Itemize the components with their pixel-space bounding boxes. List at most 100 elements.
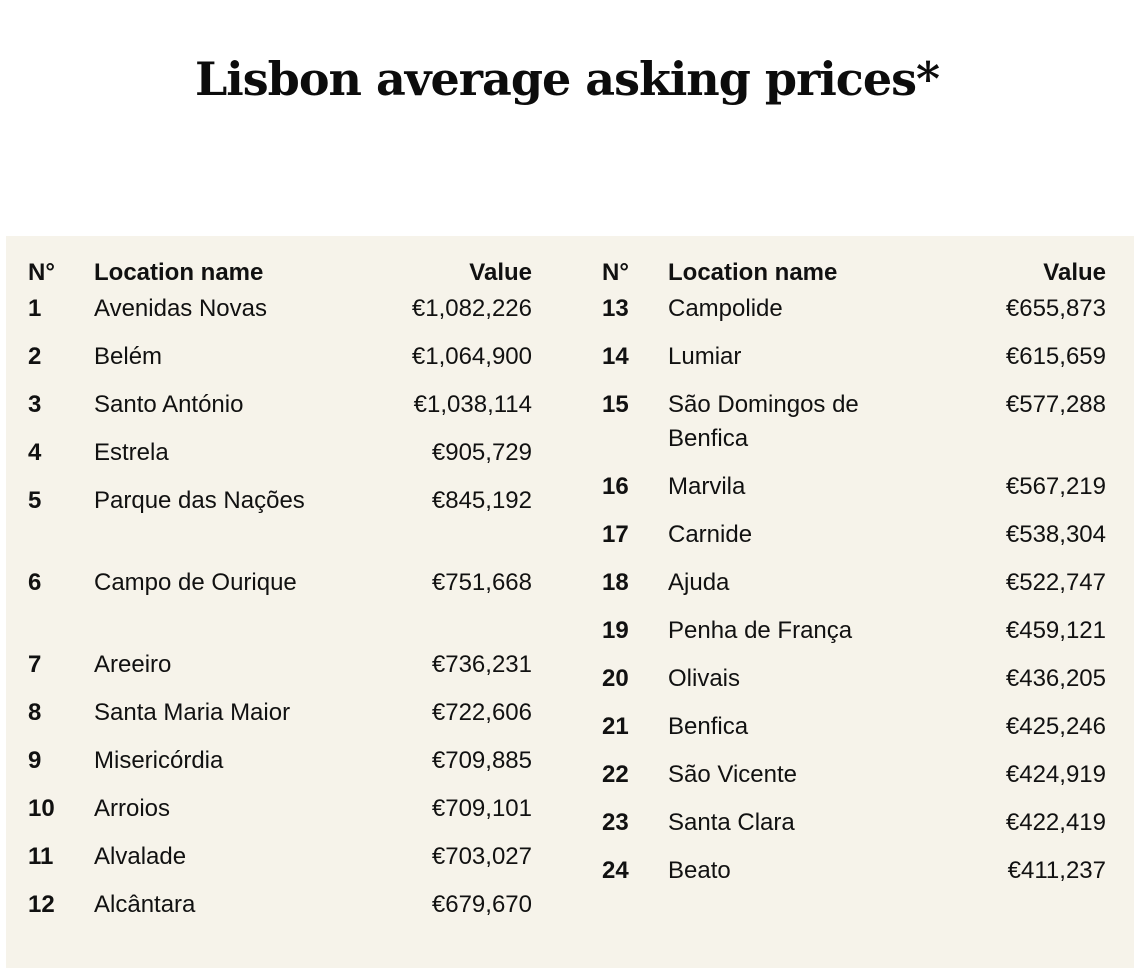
row-location: Santa Maria Maior: [94, 699, 291, 726]
table-row: 12 Alcântara €679,670: [28, 888, 548, 936]
row-value: €709,885: [431, 747, 532, 774]
row-value: €1,038,114: [413, 391, 532, 418]
row-location: Parque das Nações: [94, 487, 305, 514]
table-row: 18 Ajuda €522,747: [602, 566, 1122, 614]
table-row: 24 Beato €411,237: [602, 854, 1122, 902]
row-value: €709,101: [431, 795, 532, 822]
row-location: Beato: [668, 857, 731, 884]
row-location: Santa Clara: [668, 809, 795, 836]
row-number: 5: [28, 487, 42, 514]
row-value: €425,246: [1005, 713, 1106, 740]
row-value: €845,192: [431, 487, 532, 514]
row-value: €905,729: [431, 439, 532, 466]
row-number: 14: [602, 343, 629, 370]
row-value: €736,231: [431, 651, 532, 678]
row-location: Santo António: [94, 391, 244, 418]
row-location: Campo de Ourique: [94, 569, 297, 596]
header-number: N°: [28, 259, 55, 286]
table-row: 5 Parque das Nações €845,192: [28, 484, 548, 566]
table-row: 13 Campolide €655,873: [602, 292, 1122, 340]
row-number: 17: [602, 521, 629, 548]
table-column-right: N° Location name Value 13 Campolide €655,8…: [602, 256, 1122, 902]
row-number: 13: [602, 295, 629, 322]
row-value: €411,237: [1007, 857, 1106, 884]
row-location: Belém: [94, 343, 163, 370]
table-row: 3 Santo António €1,038,114: [28, 388, 548, 436]
table-header: N° Location name Value: [28, 256, 548, 292]
table-row: 22 São Vicente €424,919: [602, 758, 1122, 806]
row-location: Benfica: [668, 713, 749, 740]
price-table-panel: N° Location name Value 1 Avenidas Novas €1…: [6, 236, 1134, 968]
row-location: Arroios: [94, 795, 171, 822]
row-number: 11: [28, 843, 54, 870]
table-column-left: N° Location name Value 1 Avenidas Novas €1…: [28, 256, 548, 936]
row-number: 2: [28, 343, 42, 370]
row-value: €679,670: [431, 891, 532, 918]
row-location: Areeiro: [94, 651, 172, 678]
row-location: Avenidas Novas: [94, 295, 267, 322]
row-value: €577,288: [1005, 391, 1106, 418]
row-value: €1,082,226: [411, 295, 532, 322]
row-location: Campolide: [668, 295, 783, 322]
row-number: 1: [28, 295, 42, 322]
row-number: 21: [602, 713, 629, 740]
header-value: Value: [469, 259, 532, 286]
table-row: 16 Marvila €567,219: [602, 470, 1122, 518]
row-value: €436,205: [1005, 665, 1106, 692]
row-value: €703,027: [431, 843, 532, 870]
row-location: Alvalade: [94, 843, 187, 870]
row-number: 18: [602, 569, 629, 596]
row-number: 22: [602, 761, 629, 788]
row-value: €567,219: [1005, 473, 1106, 500]
row-number: 19: [602, 617, 629, 644]
row-number: 23: [602, 809, 629, 836]
header-number: N°: [602, 259, 629, 286]
table-row: 4 Estrela €905,729: [28, 436, 548, 484]
row-number: 8: [28, 699, 42, 726]
table-row: 8 Santa Maria Maior €722,606: [28, 696, 548, 744]
header-value: Value: [1043, 259, 1106, 286]
table-row: 6 Campo de Ourique €751,668: [28, 566, 548, 648]
row-number: 10: [28, 795, 55, 822]
page-title: Lisbon average asking prices*: [194, 52, 940, 106]
table-header: N° Location name Value: [602, 256, 1122, 292]
row-location: São Domingos de Benfica: [668, 391, 859, 452]
row-value: €424,919: [1005, 761, 1106, 788]
header-location: Location name: [668, 259, 838, 286]
row-number: 24: [602, 857, 629, 884]
row-value: €522,747: [1005, 569, 1106, 596]
row-number: 12: [28, 891, 55, 918]
table-row: 17 Carnide €538,304: [602, 518, 1122, 566]
table-row: 14 Lumiar €615,659: [602, 340, 1122, 388]
row-value: €459,121: [1005, 617, 1106, 644]
row-location: Alcântara: [94, 891, 196, 918]
row-location: Olivais: [668, 665, 741, 692]
row-number: 7: [28, 651, 42, 678]
table-row: 1 Avenidas Novas €1,082,226: [28, 292, 548, 340]
row-value: €751,668: [431, 569, 532, 596]
row-number: 6: [28, 569, 42, 596]
row-location: Ajuda: [668, 569, 730, 596]
row-value: €722,606: [431, 699, 532, 726]
row-value: €538,304: [1005, 521, 1106, 548]
row-location: Carnide: [668, 521, 753, 548]
row-number: 4: [28, 439, 42, 466]
header-location: Location name: [94, 259, 264, 286]
table-row: 15 São Domingos de Benfica €577,288: [602, 388, 1122, 470]
row-location: Misericórdia: [94, 747, 224, 774]
table-row: 23 Santa Clara €422,419: [602, 806, 1122, 854]
row-location: São Vicente: [668, 761, 797, 788]
row-value: €422,419: [1005, 809, 1106, 836]
table-row: 7 Areeiro €736,231: [28, 648, 548, 696]
row-number: 9: [28, 747, 42, 774]
row-number: 20: [602, 665, 629, 692]
table-row: 10 Arroios €709,101: [28, 792, 548, 840]
row-number: 16: [602, 473, 629, 500]
row-number: 3: [28, 391, 42, 418]
table-row: 9 Misericórdia €709,885: [28, 744, 548, 792]
row-value: €1,064,900: [411, 343, 532, 370]
table-row: 19 Penha de França €459,121: [602, 614, 1122, 662]
row-location: Penha de França: [668, 617, 853, 644]
row-number: 15: [602, 391, 629, 418]
row-location: Lumiar: [668, 343, 742, 370]
